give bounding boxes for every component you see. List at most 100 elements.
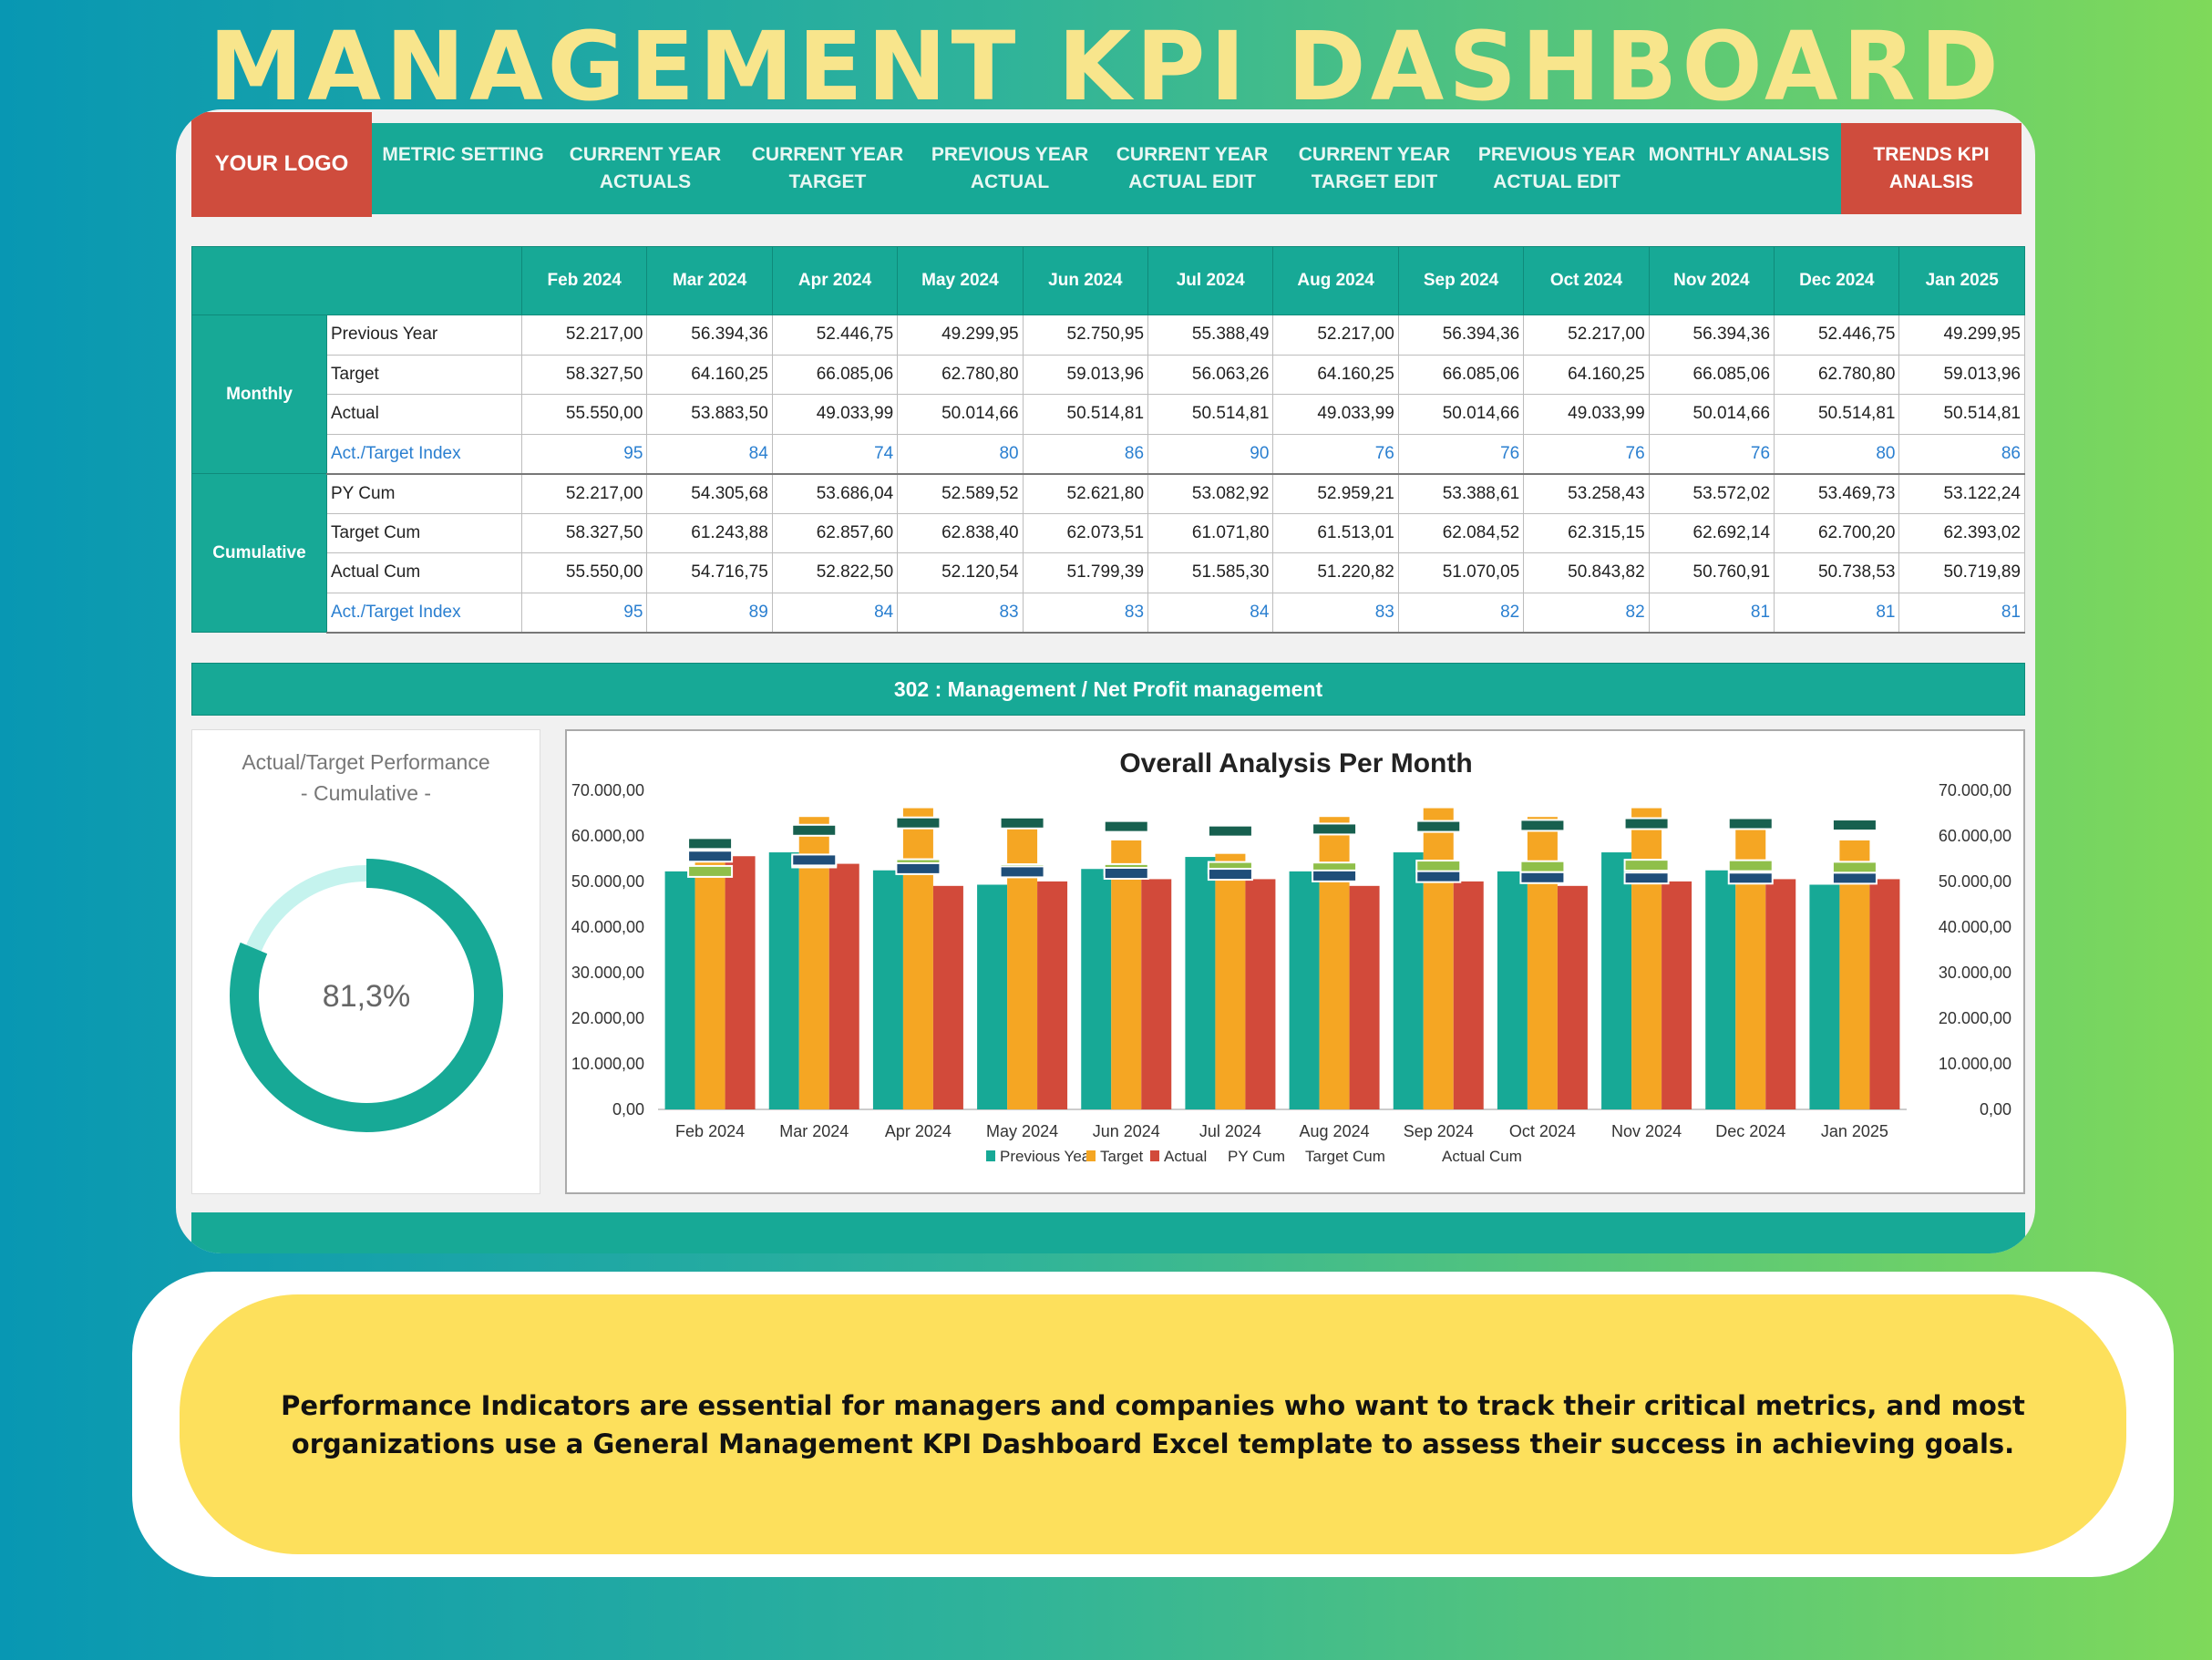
row-label: Act./Target Index xyxy=(326,433,522,475)
table-cell: 61.071,80 xyxy=(1147,512,1274,553)
month-header: Jan 2025 xyxy=(1898,246,2025,315)
marker-target-cum xyxy=(1727,817,1774,830)
table-cell: 61.243,88 xyxy=(646,512,773,553)
y-tick-left: 40.000,00 xyxy=(571,918,644,936)
bar-actual xyxy=(1765,879,1796,1109)
table-cell: 82 xyxy=(1397,592,1525,634)
nav-item-trends-kpi-analysis[interactable]: TRENDS KPI ANALSIS xyxy=(1841,123,2022,214)
row-label: Actual xyxy=(326,394,522,435)
table-cell: 49.033,99 xyxy=(771,394,899,435)
marker-actual-cum xyxy=(999,865,1045,879)
table-cell: 56.394,36 xyxy=(1397,314,1525,356)
nav-item-previous-year-actual-edit[interactable]: PREVIOUS YEAR ACTUAL EDIT xyxy=(1477,144,1636,192)
table-cell: 59.013,96 xyxy=(1022,354,1149,395)
donut-panel: Actual/Target Performance - Cumulative -… xyxy=(191,729,540,1194)
dashboard-card: YOUR LOGO METRIC SETTING CURRENT YEAR ACT… xyxy=(176,109,2035,1253)
bar-previous-year xyxy=(977,884,1008,1109)
table-cell: 50.760,91 xyxy=(1648,552,1775,593)
y-tick-left: 70.000,00 xyxy=(571,781,644,799)
x-tick: Jan 2025 xyxy=(1821,1122,1888,1140)
table-cell: 50.514,81 xyxy=(1774,394,1900,435)
table-cell: 81 xyxy=(1774,592,1900,634)
table-cell: 52.446,75 xyxy=(771,314,899,356)
x-tick: Dec 2024 xyxy=(1715,1122,1785,1140)
logo[interactable]: YOUR LOGO xyxy=(191,111,372,217)
overall-analysis-chart: Overall Analysis Per Month 0,00 0,00 10.000… xyxy=(571,748,2011,1165)
bar-previous-year xyxy=(768,852,799,1109)
marker-target-cum xyxy=(791,823,838,837)
table-cell: 80 xyxy=(1774,433,1900,475)
bar-previous-year xyxy=(1081,869,1112,1109)
y-tick-left: 30.000,00 xyxy=(571,964,644,982)
marker-actual-cum xyxy=(1103,867,1149,881)
table-cell: 51.799,39 xyxy=(1022,552,1149,593)
table-cell: 49.033,99 xyxy=(1523,394,1650,435)
bar-previous-year xyxy=(1497,871,1528,1109)
bar-previous-year xyxy=(1601,852,1632,1109)
nav-item-current-year-actuals[interactable]: CURRENT YEAR ACTUALS xyxy=(569,144,722,192)
marker-target-cum xyxy=(1207,824,1253,838)
row-label: Actual Cum xyxy=(326,552,522,593)
bar-target xyxy=(1839,840,1870,1109)
table-cell: 50.719,89 xyxy=(1898,552,2025,593)
table-row: Target Cum 58.327,50 61.243,88 62.857,60 62.… xyxy=(192,512,2025,553)
table-cell: 53.122,24 xyxy=(1898,473,2025,514)
bar-previous-year xyxy=(664,871,695,1109)
x-tick: Jul 2024 xyxy=(1199,1122,1261,1140)
marker-target-cum xyxy=(1831,819,1878,832)
month-header: Sep 2024 xyxy=(1397,246,1525,315)
table-cell: 89 xyxy=(646,592,773,634)
x-tick: Oct 2024 xyxy=(1509,1122,1576,1140)
table-cell: 50.014,66 xyxy=(1648,394,1775,435)
legend-label: Target xyxy=(1100,1148,1144,1165)
y-tick-right: 40.000,00 xyxy=(1939,918,2011,936)
table-cell: 76 xyxy=(1648,433,1775,475)
table-cell: 53.883,50 xyxy=(646,394,773,435)
legend-swatch xyxy=(1086,1150,1096,1161)
nav-item-metric-setting[interactable]: METRIC SETTING xyxy=(382,144,544,165)
table-cell: 76 xyxy=(1397,433,1525,475)
marker-py-cum xyxy=(1727,859,1774,872)
y-tick-left: 20.000,00 xyxy=(571,1009,644,1027)
table-cell: 62.315,15 xyxy=(1523,512,1650,553)
table-cell: 61.513,01 xyxy=(1272,512,1399,553)
table-row: Act./Target Index 95 89 84 83 83 84 83 82 82 81 81 8… xyxy=(192,592,2025,634)
marker-actual-cum xyxy=(1415,870,1462,883)
marker-py-cum xyxy=(1415,860,1462,873)
table-cell: 51.220,82 xyxy=(1272,552,1399,593)
y-tick-right: 60.000,00 xyxy=(1939,827,2011,845)
nav-item-current-year-target-edit[interactable]: CURRENT YEAR TARGET EDIT xyxy=(1298,144,1451,192)
table-cell: 62.073,51 xyxy=(1022,512,1149,553)
nav-item-current-year-target[interactable]: CURRENT YEAR TARGET xyxy=(751,144,904,192)
month-header: Apr 2024 xyxy=(771,246,899,315)
table-cell: 49.299,95 xyxy=(1898,314,2025,356)
table-cell: 62.857,60 xyxy=(771,512,899,553)
legend-swatch xyxy=(986,1150,995,1161)
table-cell: 62.393,02 xyxy=(1898,512,2025,553)
x-tick: Sep 2024 xyxy=(1404,1122,1474,1140)
marker-py-cum xyxy=(687,864,734,878)
nav-item-monthly-analsis[interactable]: MONTHLY ANALSIS xyxy=(1648,144,1830,165)
table-cell: 52.217,00 xyxy=(1523,314,1650,356)
y-tick-left: 60.000,00 xyxy=(571,827,644,845)
table-cell: 90 xyxy=(1147,433,1274,475)
month-header: Dec 2024 xyxy=(1774,246,1900,315)
marker-actual-cum xyxy=(1831,871,1878,885)
month-header: Feb 2024 xyxy=(520,246,648,315)
table-cell: 52.822,50 xyxy=(771,552,899,593)
table-cell: 64.160,25 xyxy=(1272,354,1399,395)
table-cell: 83 xyxy=(897,592,1024,634)
table-cell: 54.305,68 xyxy=(646,473,773,514)
bar-target xyxy=(902,808,933,1109)
marker-actual-cum xyxy=(791,853,838,867)
month-header: Mar 2024 xyxy=(646,246,773,315)
x-tick: May 2024 xyxy=(986,1122,1058,1140)
y-tick-left: 50.000,00 xyxy=(571,872,644,891)
nav-item-previous-year-actual[interactable]: PREVIOUS YEAR ACTUAL xyxy=(931,144,1089,192)
table-cell: 74 xyxy=(771,433,899,475)
table-cell: 50.014,66 xyxy=(1397,394,1525,435)
y-tick-left: 0,00 xyxy=(612,1100,644,1119)
nav-item-current-year-actual-edit[interactable]: CURRENT YEAR ACTUAL EDIT xyxy=(1116,144,1269,192)
table-row: Actual Cum 55.550,00 54.716,75 52.822,50 52.… xyxy=(192,552,2025,593)
bar-actual xyxy=(1037,881,1068,1109)
